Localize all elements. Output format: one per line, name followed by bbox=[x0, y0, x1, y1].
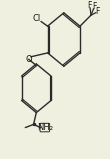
FancyBboxPatch shape bbox=[40, 123, 50, 132]
Text: Cl: Cl bbox=[32, 14, 41, 23]
Text: F: F bbox=[95, 7, 100, 16]
Text: F: F bbox=[88, 1, 92, 10]
Text: O: O bbox=[25, 55, 32, 64]
Text: F: F bbox=[92, 2, 97, 11]
Text: NH₂: NH₂ bbox=[37, 123, 53, 132]
